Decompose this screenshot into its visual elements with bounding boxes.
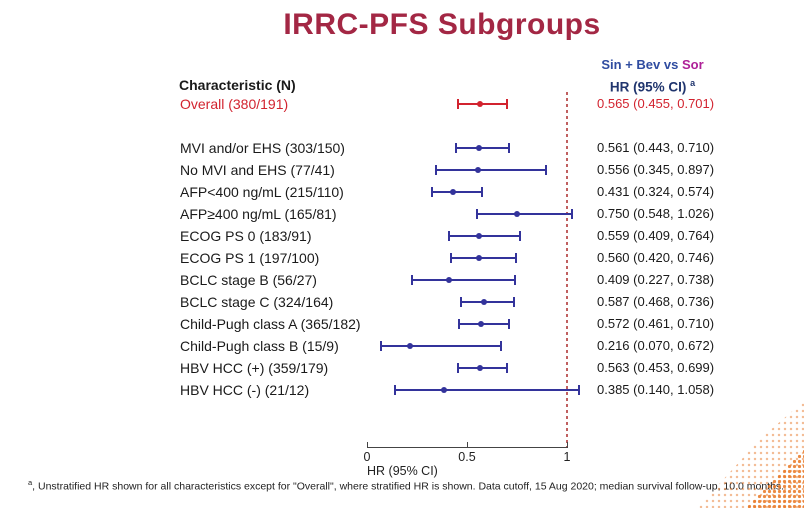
ci-cap-left [394,385,396,395]
hr-value: 0.572 (0.461, 0.710) [597,316,715,331]
point-estimate-marker [478,321,485,327]
ci-cap-right [577,385,580,395]
ci-cap-left [411,275,414,285]
ci-cap-left [454,143,457,153]
hr-value: 0.216 (0.070, 0.672) [597,338,715,353]
ci-line [451,257,517,259]
characteristic-label: No MVI and EHS (77/41) [180,162,335,178]
x-axis-tick-label: 0.5 [458,450,476,464]
ci-line [476,213,573,215]
hr-value: 0.565 (0.455, 0.701) [597,96,715,111]
characteristic-column-header: Characteristic (N) [179,77,296,93]
characteristic-label: BCLC stage C (324/164) [180,294,334,310]
ci-cap-left [458,319,461,329]
ci-cap-left [380,341,382,351]
hr-value: 0.561 (0.443, 0.710) [597,140,715,155]
comparison-arm-control: Sor [681,57,704,72]
hr-header-footnote-marker: a [690,78,696,88]
characteristic-label: ECOG PS 1 (197/100) [180,250,320,266]
comparison-header: Sin + Bev vs Sor [575,57,730,72]
characteristic-label: AFP≥400 ng/mL (165/81) [180,206,337,222]
ci-cap-left [430,187,433,197]
characteristic-label: AFP<400 ng/mL (215/110) [180,184,344,200]
characteristic-label: Overall (380/191) [180,96,289,112]
characteristic-label: HBV HCC (+) (359/179) [180,360,329,376]
x-axis-line [367,447,568,448]
footnote: a, Unstratified HR shown for all charact… [28,478,785,493]
hr-value: 0.563 (0.453, 0.699) [597,360,715,375]
hr-column-header: HR (95% CI) a [609,78,696,95]
characteristic-label: HBV HCC (-) (21/12) [180,382,310,398]
ci-cap-left [450,253,452,263]
characteristic-label: ECOG PS 0 (183/91) [180,228,312,244]
ci-line [460,301,515,303]
ci-cap-right [513,275,516,285]
ci-cap-left [447,231,450,241]
characteristic-label: Child-Pugh class B (15/9) [180,338,339,354]
hr-value: 0.431 (0.324, 0.574) [597,184,715,199]
ci-line [395,389,579,391]
point-estimate-marker [476,255,482,261]
x-axis-tick [467,442,468,447]
ci-cap-left [459,297,462,307]
point-estimate-marker [407,343,414,349]
ci-cap-right [508,319,510,329]
ci-cap-left [456,363,459,373]
ci-line [431,191,482,193]
comparison-arm-experimental: Sin + Bev vs [601,57,679,72]
hr-value: 0.409 (0.227, 0.738) [597,272,715,287]
ci-cap-right [506,99,509,109]
footnote-marker: a [28,478,33,487]
characteristic-label: Child-Pugh class A (365/182) [180,316,361,332]
ci-line [455,147,509,149]
x-axis-tick-label: 1 [563,450,571,464]
ci-cap-right [515,253,518,263]
ci-cap-right [545,165,548,175]
point-estimate-marker [514,211,520,217]
ci-cap-left [435,165,437,175]
ci-cap-right [518,231,521,241]
characteristic-label: MVI and/or EHS (303/150) [180,140,345,156]
point-estimate-marker [481,299,488,305]
point-estimate-marker [450,189,457,195]
ci-cap-right [571,209,574,219]
hr-value: 0.556 (0.345, 0.897) [597,162,715,177]
ci-cap-right [505,363,508,373]
ci-cap-right [480,187,483,197]
characteristic-label: BCLC stage B (56/27) [180,272,317,288]
hr-value: 0.750 (0.548, 1.026) [597,206,715,221]
ci-line [436,169,547,171]
point-estimate-marker [445,277,452,283]
hr-value: 0.587 (0.468, 0.736) [597,294,715,309]
hr-value: 0.560 (0.420, 0.746) [597,250,715,265]
hr-value: 0.559 (0.409, 0.764) [597,228,715,243]
x-axis-tick-label: 0 [363,450,371,464]
ci-cap-left [457,99,459,109]
hr-value: 0.385 (0.140, 1.058) [597,382,715,397]
x-axis-tick [567,442,568,447]
ci-line [448,235,520,237]
ci-line [459,323,509,325]
ci-line [381,345,502,347]
ci-line [412,279,515,281]
point-estimate-marker [476,365,483,371]
point-estimate-marker [475,167,482,173]
point-estimate-marker [475,233,482,239]
point-estimate-marker [476,145,483,151]
point-estimate-marker [441,387,447,393]
point-estimate-marker [477,101,483,107]
ci-cap-right [513,297,516,307]
reference-line-hr1 [566,92,568,448]
ci-cap-right [508,143,510,153]
page-title: IRRC-PFS Subgroups [283,8,601,41]
x-axis-title: HR (95% CI) [367,464,438,478]
ci-cap-left [475,209,478,219]
ci-cap-right [500,341,503,351]
x-axis-tick [367,442,368,447]
